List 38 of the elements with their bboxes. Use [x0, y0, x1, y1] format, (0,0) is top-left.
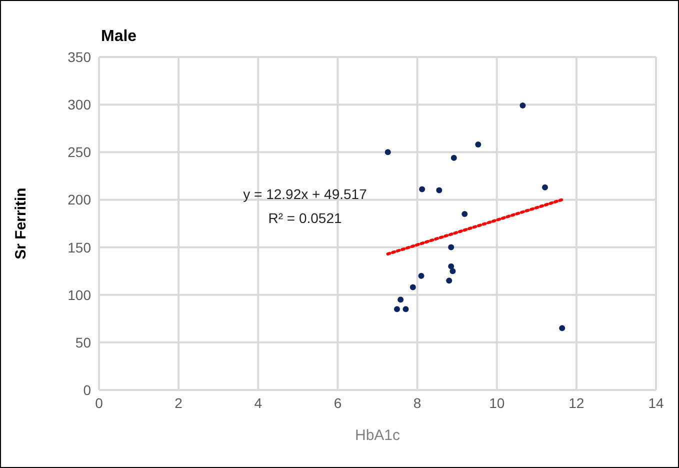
x-tick-label: 14: [648, 394, 664, 411]
point: [448, 244, 454, 250]
point: [559, 325, 566, 332]
x-tick-label: 4: [254, 394, 262, 411]
x-tick-label: 6: [334, 394, 342, 411]
x-tick-label: 10: [489, 394, 505, 411]
y-tick-label: 300: [68, 96, 92, 113]
x-tick-label: 2: [174, 394, 183, 411]
point: [419, 186, 426, 192]
point: [462, 210, 468, 217]
point: [446, 278, 452, 284]
y-tick-label: 250: [68, 144, 92, 160]
y-tick-label: 350: [68, 48, 92, 65]
y-axis-title: Sr Ferritin: [12, 188, 30, 260]
point: [542, 184, 548, 190]
point: [436, 187, 442, 194]
annotation: R² = 0.0521: [267, 210, 343, 226]
annotation: y = 12.92x + 49.517: [242, 186, 368, 202]
x-tick-label: 8: [413, 394, 422, 411]
y-tick-label: 0: [83, 382, 92, 398]
y-tick-label: 200: [68, 192, 92, 208]
x-axis-title: HbA1c: [354, 427, 401, 444]
x-tick-label: 12: [568, 394, 584, 411]
y-tick-label: 150: [68, 239, 92, 256]
point: [450, 268, 456, 274]
point: [520, 102, 526, 109]
x-tick-label: 0: [95, 394, 104, 411]
point: [450, 154, 457, 161]
point: [418, 272, 424, 279]
y-tick-label: 100: [68, 286, 92, 303]
point: [402, 306, 409, 312]
chart-title: Male: [101, 28, 137, 46]
point: [410, 284, 416, 290]
point: [398, 296, 404, 303]
point: [384, 149, 391, 156]
y-tick-label: 50: [75, 334, 92, 350]
point: [394, 306, 400, 312]
point: [475, 142, 482, 148]
